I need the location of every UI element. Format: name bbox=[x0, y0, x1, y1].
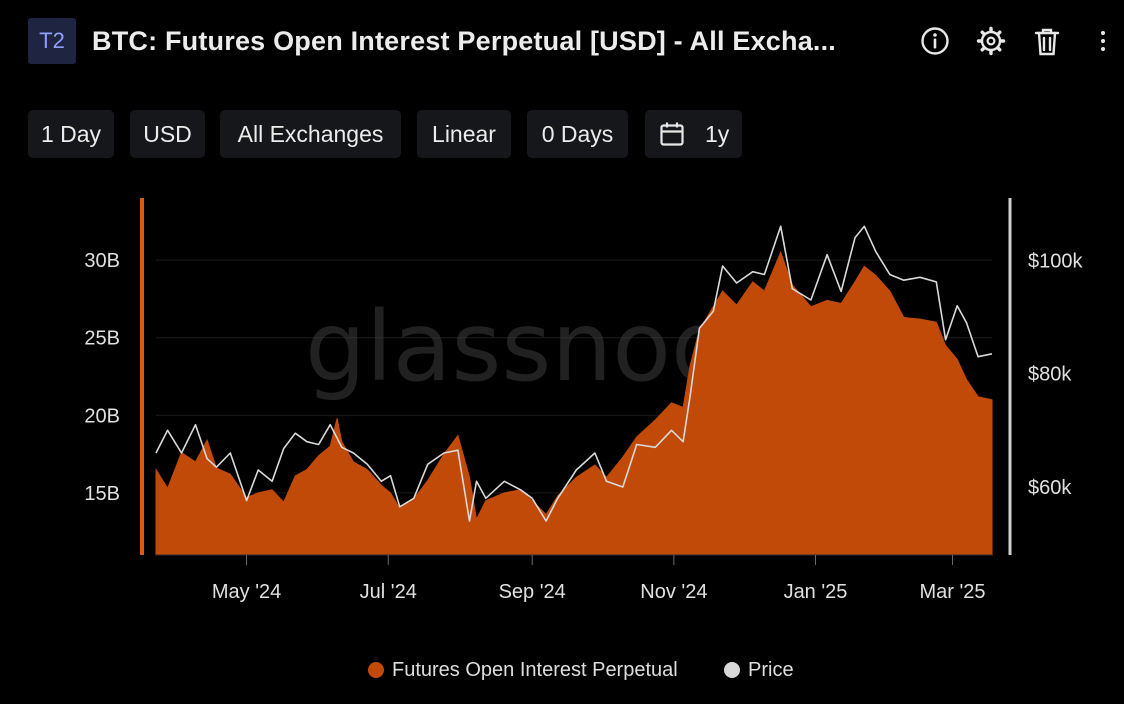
scale-button[interactable]: Linear bbox=[417, 110, 511, 158]
more-vertical-icon[interactable] bbox=[1086, 24, 1120, 58]
x-tick-label: Sep '24 bbox=[499, 581, 566, 603]
currency-button[interactable]: USD bbox=[130, 110, 205, 158]
trash-icon[interactable] bbox=[1030, 24, 1064, 58]
series-layer bbox=[155, 225, 993, 556]
y-right-tick-label: $100k bbox=[1028, 250, 1083, 272]
y-right-tick-label: $60k bbox=[1028, 477, 1072, 499]
y-right-tick-label: $80k bbox=[1028, 364, 1072, 386]
legend-item-open-interest[interactable]: Futures Open Interest Perpetual bbox=[368, 655, 678, 685]
y-left-tick-label: 25B bbox=[84, 328, 120, 350]
chart-header: T2 BTC: Futures Open Interest Perpetual … bbox=[28, 18, 1118, 64]
calendar-icon bbox=[660, 122, 684, 146]
legend-label-open-interest: Futures Open Interest Perpetual bbox=[392, 659, 678, 681]
legend-swatch-open-interest bbox=[368, 662, 384, 678]
open-interest-area bbox=[155, 250, 993, 556]
x-tick-label: Jul '24 bbox=[360, 581, 417, 603]
y-left-tick-label: 20B bbox=[84, 405, 120, 427]
date-range-label: 1y bbox=[705, 121, 730, 147]
x-tick-label: Jan '25 bbox=[784, 581, 848, 603]
gear-icon[interactable] bbox=[974, 24, 1008, 58]
legend-label-price: Price bbox=[748, 659, 794, 681]
chart-title: BTC: Futures Open Interest Perpetual [US… bbox=[92, 26, 837, 56]
axes: 15B 20B 25B 30B $60k $80k $100k May '24 Jul '24 S… bbox=[84, 198, 1083, 603]
moving-average-button[interactable]: 0 Days bbox=[527, 110, 628, 158]
legend: Futures Open Interest Perpetual Price bbox=[0, 655, 1124, 685]
resolution-button[interactable]: 1 Day bbox=[28, 110, 114, 158]
y-left-tick-label: 30B bbox=[84, 250, 120, 272]
x-tick-label: Nov '24 bbox=[640, 581, 707, 603]
info-icon[interactable] bbox=[918, 24, 952, 58]
y-left-tick-label: 15B bbox=[84, 483, 120, 505]
date-range-button[interactable]: 1y bbox=[645, 110, 742, 158]
x-tick-label: May '24 bbox=[212, 581, 281, 603]
price-line bbox=[155, 225, 993, 522]
tier-badge: T2 bbox=[28, 18, 76, 64]
legend-swatch-price bbox=[724, 662, 740, 678]
x-tick-label: Mar '25 bbox=[919, 581, 985, 603]
legend-item-price[interactable]: Price bbox=[724, 655, 794, 685]
exchange-button[interactable]: All Exchanges bbox=[220, 110, 401, 158]
